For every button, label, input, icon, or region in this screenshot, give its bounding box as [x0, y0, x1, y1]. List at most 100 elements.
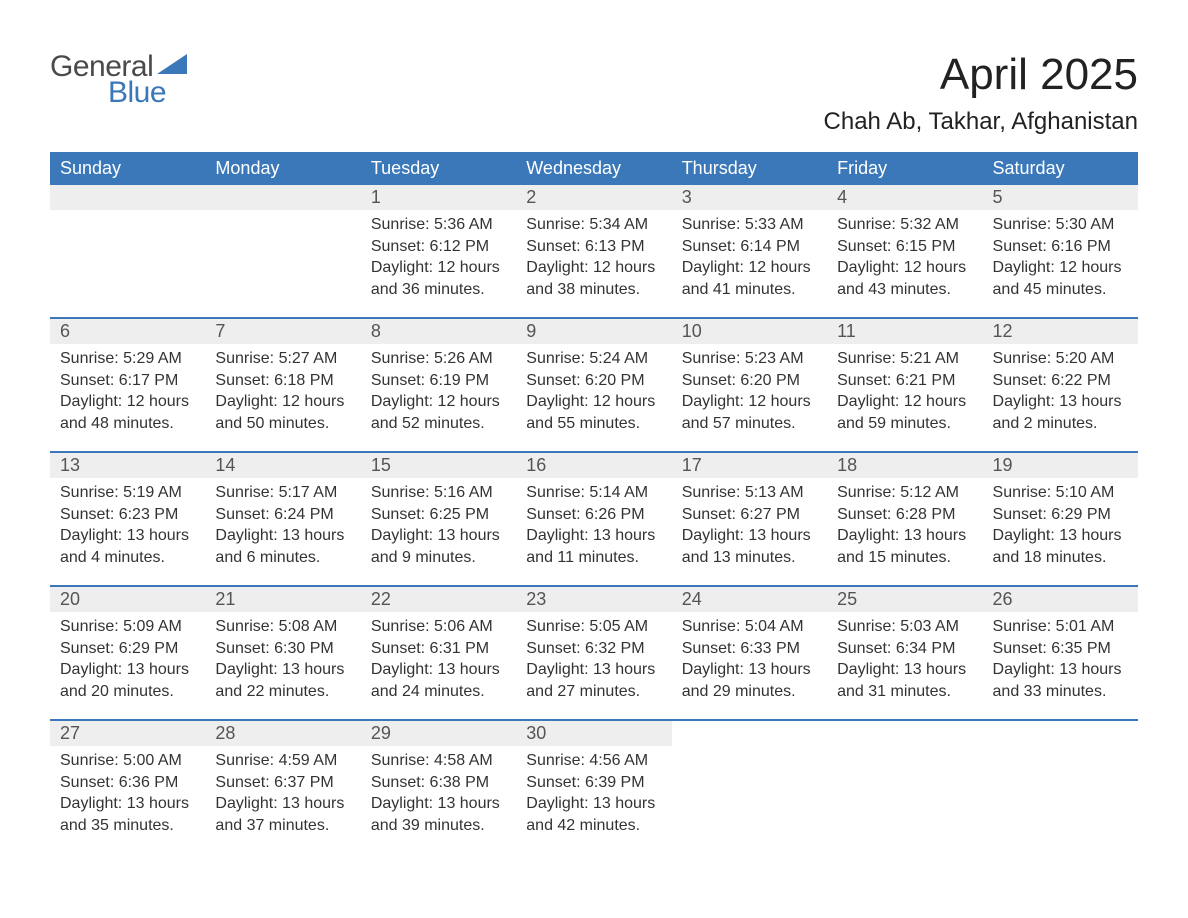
- weekday-header: Wednesday: [516, 152, 671, 185]
- day-ss: Sunset: 6:22 PM: [993, 370, 1128, 392]
- day-sr: Sunrise: 5:33 AM: [682, 214, 817, 236]
- day-sr: Sunrise: 5:20 AM: [993, 348, 1128, 370]
- day-content-cell: [672, 746, 827, 854]
- day-ss: Sunset: 6:20 PM: [682, 370, 817, 392]
- day-d2: and 4 minutes.: [60, 547, 195, 569]
- day-ss: Sunset: 6:23 PM: [60, 504, 195, 526]
- day-content-cell: Sunrise: 5:05 AMSunset: 6:32 PMDaylight:…: [516, 612, 671, 720]
- day-number-cell: 5: [983, 185, 1138, 210]
- day-d2: and 13 minutes.: [682, 547, 817, 569]
- day-ss: Sunset: 6:15 PM: [837, 236, 972, 258]
- day-ss: Sunset: 6:20 PM: [526, 370, 661, 392]
- day-content-cell: Sunrise: 5:16 AMSunset: 6:25 PMDaylight:…: [361, 478, 516, 586]
- weekday-header-row: SundayMondayTuesdayWednesdayThursdayFrid…: [50, 152, 1138, 185]
- day-ss: Sunset: 6:31 PM: [371, 638, 506, 660]
- weekday-header: Friday: [827, 152, 982, 185]
- day-content-cell: Sunrise: 5:26 AMSunset: 6:19 PMDaylight:…: [361, 344, 516, 452]
- day-number-cell: 30: [516, 720, 671, 746]
- day-number-cell: 17: [672, 452, 827, 478]
- day-number-cell: [983, 720, 1138, 746]
- day-sr: Sunrise: 5:19 AM: [60, 482, 195, 504]
- day-d1: Daylight: 13 hours: [993, 525, 1128, 547]
- day-d1: Daylight: 13 hours: [526, 659, 661, 681]
- day-d1: Daylight: 13 hours: [60, 525, 195, 547]
- day-d1: Daylight: 13 hours: [60, 659, 195, 681]
- day-number-cell: 26: [983, 586, 1138, 612]
- day-d2: and 52 minutes.: [371, 413, 506, 435]
- day-d1: Daylight: 13 hours: [215, 659, 350, 681]
- day-number-cell: 21: [205, 586, 360, 612]
- day-content-cell: Sunrise: 5:23 AMSunset: 6:20 PMDaylight:…: [672, 344, 827, 452]
- day-d2: and 45 minutes.: [993, 279, 1128, 301]
- day-sr: Sunrise: 5:23 AM: [682, 348, 817, 370]
- day-ss: Sunset: 6:19 PM: [371, 370, 506, 392]
- day-d1: Daylight: 12 hours: [526, 391, 661, 413]
- day-sr: Sunrise: 5:10 AM: [993, 482, 1128, 504]
- day-sr: Sunrise: 5:00 AM: [60, 750, 195, 772]
- day-d2: and 15 minutes.: [837, 547, 972, 569]
- day-d1: Daylight: 13 hours: [837, 659, 972, 681]
- day-content-cell: Sunrise: 5:36 AMSunset: 6:12 PMDaylight:…: [361, 210, 516, 318]
- day-ss: Sunset: 6:28 PM: [837, 504, 972, 526]
- logo-text-blue: Blue: [108, 76, 166, 110]
- day-sr: Sunrise: 5:05 AM: [526, 616, 661, 638]
- day-content-cell: Sunrise: 5:06 AMSunset: 6:31 PMDaylight:…: [361, 612, 516, 720]
- day-ss: Sunset: 6:39 PM: [526, 772, 661, 794]
- day-d2: and 41 minutes.: [682, 279, 817, 301]
- day-d2: and 37 minutes.: [215, 815, 350, 837]
- day-d2: and 43 minutes.: [837, 279, 972, 301]
- day-ss: Sunset: 6:38 PM: [371, 772, 506, 794]
- day-content-cell: Sunrise: 5:21 AMSunset: 6:21 PMDaylight:…: [827, 344, 982, 452]
- day-number-cell: 9: [516, 318, 671, 344]
- day-d1: Daylight: 13 hours: [682, 525, 817, 547]
- day-number-cell: 24: [672, 586, 827, 612]
- day-ss: Sunset: 6:13 PM: [526, 236, 661, 258]
- location: Chah Ab, Takhar, Afghanistan: [824, 108, 1138, 136]
- weekday-header: Tuesday: [361, 152, 516, 185]
- day-d1: Daylight: 12 hours: [371, 391, 506, 413]
- day-ss: Sunset: 6:36 PM: [60, 772, 195, 794]
- day-sr: Sunrise: 5:08 AM: [215, 616, 350, 638]
- day-number-cell: [672, 720, 827, 746]
- day-d2: and 36 minutes.: [371, 279, 506, 301]
- day-number-row: 12345: [50, 185, 1138, 210]
- day-number-cell: 28: [205, 720, 360, 746]
- day-number-cell: 27: [50, 720, 205, 746]
- day-sr: Sunrise: 5:26 AM: [371, 348, 506, 370]
- day-number-cell: 29: [361, 720, 516, 746]
- day-sr: Sunrise: 5:32 AM: [837, 214, 972, 236]
- day-d2: and 59 minutes.: [837, 413, 972, 435]
- day-number-row: 6789101112: [50, 318, 1138, 344]
- calendar-table: SundayMondayTuesdayWednesdayThursdayFrid…: [50, 152, 1138, 854]
- day-number-row: 13141516171819: [50, 452, 1138, 478]
- day-content-cell: Sunrise: 5:03 AMSunset: 6:34 PMDaylight:…: [827, 612, 982, 720]
- day-sr: Sunrise: 5:30 AM: [993, 214, 1128, 236]
- day-sr: Sunrise: 5:14 AM: [526, 482, 661, 504]
- day-number-cell: [827, 720, 982, 746]
- day-d1: Daylight: 13 hours: [526, 793, 661, 815]
- day-content-cell: Sunrise: 4:59 AMSunset: 6:37 PMDaylight:…: [205, 746, 360, 854]
- day-number-cell: 23: [516, 586, 671, 612]
- weekday-header: Sunday: [50, 152, 205, 185]
- day-content-cell: [50, 210, 205, 318]
- day-ss: Sunset: 6:25 PM: [371, 504, 506, 526]
- day-d1: Daylight: 13 hours: [215, 525, 350, 547]
- day-content-cell: Sunrise: 5:27 AMSunset: 6:18 PMDaylight:…: [205, 344, 360, 452]
- day-d1: Daylight: 12 hours: [526, 257, 661, 279]
- day-number-cell: 20: [50, 586, 205, 612]
- logo: General Blue: [50, 50, 187, 110]
- day-d1: Daylight: 13 hours: [993, 659, 1128, 681]
- header: General Blue April 2025 Chah Ab, Takhar,…: [50, 30, 1138, 146]
- day-content-cell: Sunrise: 5:32 AMSunset: 6:15 PMDaylight:…: [827, 210, 982, 318]
- day-content-cell: [205, 210, 360, 318]
- day-d2: and 29 minutes.: [682, 681, 817, 703]
- title-block: April 2025 Chah Ab, Takhar, Afghanistan: [824, 30, 1138, 146]
- month-title: April 2025: [824, 50, 1138, 100]
- day-d1: Daylight: 13 hours: [60, 793, 195, 815]
- day-d1: Daylight: 12 hours: [60, 391, 195, 413]
- day-sr: Sunrise: 5:13 AM: [682, 482, 817, 504]
- day-content-cell: Sunrise: 5:13 AMSunset: 6:27 PMDaylight:…: [672, 478, 827, 586]
- day-ss: Sunset: 6:12 PM: [371, 236, 506, 258]
- day-d2: and 55 minutes.: [526, 413, 661, 435]
- day-sr: Sunrise: 5:27 AM: [215, 348, 350, 370]
